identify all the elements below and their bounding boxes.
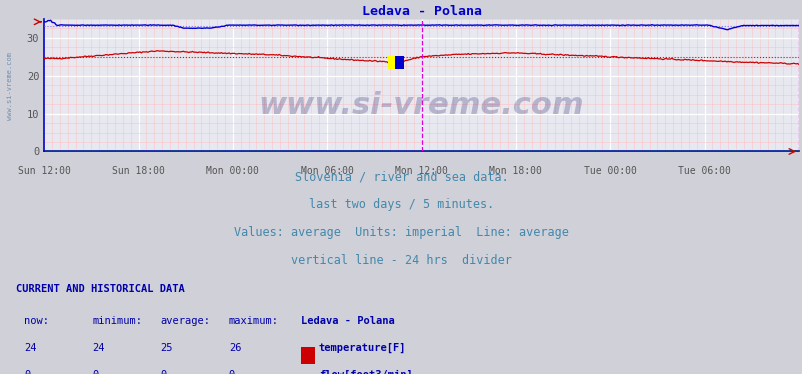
Text: average:: average: xyxy=(160,316,210,326)
Text: Mon 06:00: Mon 06:00 xyxy=(301,166,353,177)
Text: 0: 0 xyxy=(160,370,167,374)
Polygon shape xyxy=(395,56,403,69)
Text: Slovenia / river and sea data.: Slovenia / river and sea data. xyxy=(294,170,508,183)
Text: 25: 25 xyxy=(160,343,173,353)
Text: Sun 12:00: Sun 12:00 xyxy=(18,166,71,177)
Text: Sun 18:00: Sun 18:00 xyxy=(112,166,164,177)
Text: www.si-vreme.com: www.si-vreme.com xyxy=(258,91,584,120)
Text: 0: 0 xyxy=(92,370,99,374)
Text: now:: now: xyxy=(24,316,49,326)
Text: temperature[F]: temperature[F] xyxy=(318,343,406,353)
Polygon shape xyxy=(395,56,403,69)
Text: Values: average  Units: imperial  Line: average: Values: average Units: imperial Line: av… xyxy=(233,226,569,239)
Text: 0: 0 xyxy=(229,370,235,374)
Text: www.si-vreme.com: www.si-vreme.com xyxy=(6,52,13,120)
Text: flow[foot3/min]: flow[foot3/min] xyxy=(318,370,412,374)
Text: vertical line - 24 hrs  divider: vertical line - 24 hrs divider xyxy=(290,254,512,267)
Text: last two days / 5 minutes.: last two days / 5 minutes. xyxy=(309,198,493,211)
Text: 24: 24 xyxy=(92,343,105,353)
Text: Tue 06:00: Tue 06:00 xyxy=(678,166,730,177)
Text: 0: 0 xyxy=(24,370,30,374)
Text: CURRENT AND HISTORICAL DATA: CURRENT AND HISTORICAL DATA xyxy=(16,284,184,294)
Text: minimum:: minimum: xyxy=(92,316,142,326)
Text: Tue 00:00: Tue 00:00 xyxy=(583,166,636,177)
Text: 26: 26 xyxy=(229,343,241,353)
Text: Mon 00:00: Mon 00:00 xyxy=(206,166,259,177)
Title: Ledava - Polana: Ledava - Polana xyxy=(361,4,481,18)
Text: Mon 12:00: Mon 12:00 xyxy=(395,166,448,177)
Text: 24: 24 xyxy=(24,343,37,353)
Polygon shape xyxy=(387,56,396,69)
Text: Ledava - Polana: Ledava - Polana xyxy=(301,316,395,326)
Text: maximum:: maximum: xyxy=(229,316,278,326)
Text: Mon 18:00: Mon 18:00 xyxy=(489,166,541,177)
